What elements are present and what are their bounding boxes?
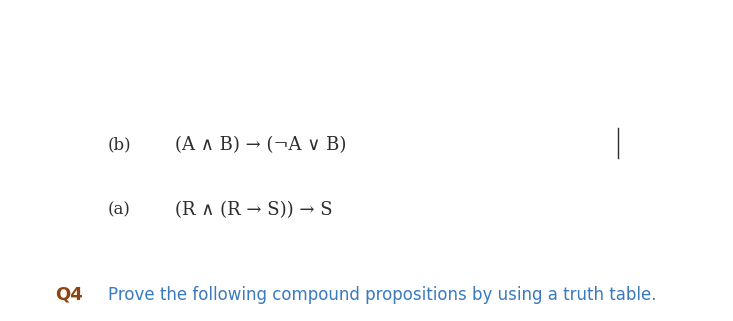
Text: Q4: Q4 — [55, 286, 83, 304]
Text: (R ∧ (R → S)) → S: (R ∧ (R → S)) → S — [175, 201, 333, 219]
Text: (A ∧ B) → (¬A ∨ B): (A ∧ B) → (¬A ∨ B) — [175, 136, 347, 154]
Text: (b): (b) — [108, 136, 132, 153]
Text: (a): (a) — [108, 202, 131, 219]
Text: Prove the following compound propositions by using a truth table.: Prove the following compound proposition… — [108, 286, 657, 304]
